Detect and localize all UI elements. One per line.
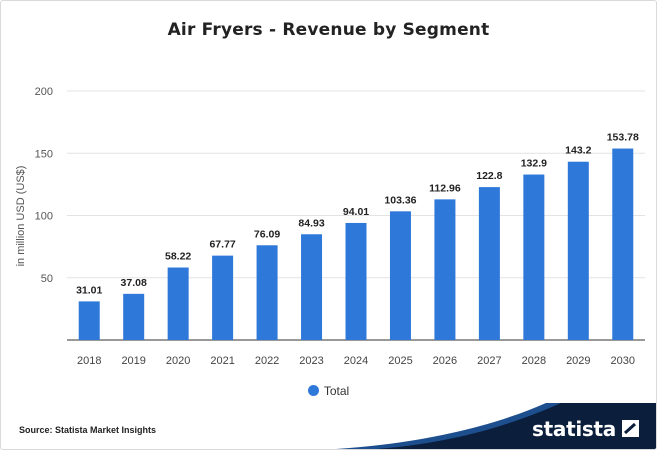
- value-label-2028: 132.9: [521, 158, 547, 170]
- legend-label-total: Total: [323, 384, 350, 398]
- value-label-2021: 67.77: [209, 239, 235, 251]
- x-tick-labels: 2018 2019 2020 2021 2022 2023 2024 2025 2026 2027…: [77, 355, 635, 367]
- value-label-2029: 143.2: [565, 145, 591, 157]
- value-label-2025: 103.36: [384, 194, 416, 206]
- bar-2023[interactable]: [301, 234, 323, 340]
- brand-band: [336, 403, 656, 449]
- value-label-2022: 76.09: [254, 228, 280, 240]
- x-tick-label-2028: 2028: [522, 355, 546, 367]
- bars: [78, 148, 634, 340]
- x-tick-label-2018: 2018: [77, 355, 101, 367]
- legend-marker-total: [307, 385, 319, 396]
- y-tick-label: 150: [35, 148, 53, 160]
- value-label-2018: 31.01: [76, 284, 102, 296]
- bar-2027[interactable]: [478, 187, 500, 340]
- bar-2020[interactable]: [167, 267, 189, 340]
- bar-2022[interactable]: [256, 245, 278, 340]
- x-tick-label-2019: 2019: [121, 355, 145, 367]
- value-label-2030: 153.78: [607, 132, 639, 144]
- x-tick-label-2021: 2021: [210, 355, 234, 367]
- x-tick-label-2029: 2029: [566, 355, 590, 367]
- value-label-2026: 112.96: [429, 182, 461, 194]
- value-label-2023: 84.93: [298, 217, 324, 229]
- y-tick-label: 200: [35, 86, 53, 98]
- x-tick-label-2025: 2025: [388, 355, 412, 367]
- bar-2018[interactable]: [78, 301, 100, 340]
- bar-2019[interactable]: [123, 293, 145, 340]
- y-tick-label: 50: [41, 273, 53, 285]
- x-tick-label-2020: 2020: [166, 355, 190, 367]
- bar-2021[interactable]: [212, 255, 234, 340]
- x-tick-label-2023: 2023: [299, 355, 323, 367]
- x-tick-label-2022: 2022: [255, 355, 279, 367]
- value-label-2020: 58.22: [165, 251, 191, 263]
- y-tick-labels: 50 100 150 200: [35, 86, 53, 285]
- value-label-2027: 122.8: [476, 170, 502, 182]
- y-tick-label: 100: [35, 211, 53, 223]
- bar-2026[interactable]: [434, 199, 456, 340]
- x-tick-label-2024: 2024: [344, 355, 368, 367]
- value-label-2024: 94.01: [343, 206, 369, 218]
- bar-2029[interactable]: [567, 161, 589, 340]
- source-note: Source: Statista Market Insights: [19, 425, 157, 435]
- x-tick-label-2030: 2030: [611, 355, 635, 367]
- x-tick-label-2027: 2027: [477, 355, 501, 367]
- chart-title: Air Fryers - Revenue by Segment: [167, 20, 490, 40]
- bar-2030[interactable]: [612, 148, 634, 340]
- bar-2024[interactable]: [345, 222, 367, 340]
- legend[interactable]: Total: [1, 384, 656, 398]
- x-tick-label-2026: 2026: [433, 355, 457, 367]
- y-axis-label: in million USD (US$): [15, 166, 27, 267]
- value-label-2019: 37.08: [121, 277, 147, 289]
- statista-logo-icon: [622, 420, 639, 437]
- bar-2025[interactable]: [389, 211, 411, 340]
- value-labels: 31.01 37.08 58.22 67.77 76.09 84.93 94.01 103.3…: [76, 132, 639, 297]
- statista-logo-text: statista: [532, 417, 616, 441]
- bar-2028[interactable]: [523, 174, 545, 340]
